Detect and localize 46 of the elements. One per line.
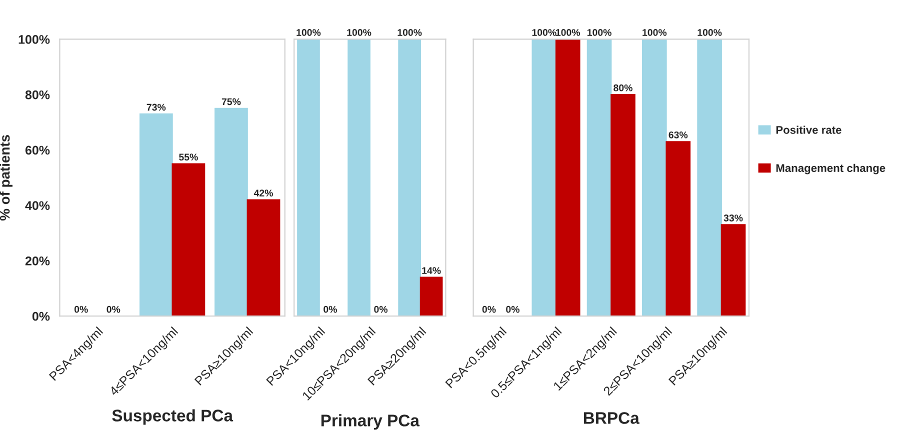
data-label: 100%	[642, 29, 667, 36]
y-tick-label: 100%	[18, 35, 50, 44]
data-label: 80%	[614, 84, 632, 92]
bar	[555, 39, 580, 316]
bar	[720, 224, 746, 316]
data-label: 0%	[506, 306, 520, 313]
data-label: 100%	[556, 29, 580, 36]
legend-label: Positive rate	[776, 126, 842, 134]
data-label: 0%	[374, 306, 388, 313]
data-label: 42%	[254, 190, 273, 196]
data-label: 75%	[222, 98, 241, 106]
x-axis-title: Suspected PCa	[112, 409, 234, 425]
data-label: 0%	[106, 306, 120, 313]
bar	[246, 199, 280, 316]
data-label: 0%	[482, 306, 496, 313]
y-tick-label: 40%	[25, 201, 50, 210]
bar	[586, 39, 612, 316]
bar	[532, 39, 557, 316]
data-label: 100%	[587, 29, 612, 36]
y-tick-label: 0%	[32, 312, 50, 321]
bar	[642, 39, 667, 316]
bar	[666, 141, 691, 316]
y-axis-title: % of patients	[0, 135, 12, 221]
bar	[139, 113, 173, 316]
data-label: 73%	[146, 104, 166, 111]
data-label: 100%	[347, 29, 372, 36]
data-label: 55%	[179, 154, 198, 161]
data-label: 0%	[74, 306, 88, 313]
x-axis-title: BRPCa	[584, 412, 640, 424]
bar	[172, 163, 206, 316]
y-tick-label: 20%	[25, 256, 50, 266]
bar	[610, 94, 636, 316]
data-label: 33%	[724, 214, 743, 222]
y-tick-label: 60%	[25, 146, 50, 155]
y-tick-label: 80%	[25, 90, 50, 100]
bar	[697, 39, 722, 316]
bar	[214, 108, 248, 316]
x-axis-title: Primary PCa	[321, 414, 420, 430]
data-label: 100%	[296, 29, 321, 36]
data-label: 63%	[668, 131, 688, 138]
data-label: 0%	[324, 306, 337, 313]
data-label: 100%	[698, 29, 722, 36]
legend-label: Management change	[776, 164, 886, 174]
data-label: 100%	[398, 29, 422, 36]
data-label: 14%	[422, 267, 441, 274]
data-label: 100%	[532, 29, 556, 36]
